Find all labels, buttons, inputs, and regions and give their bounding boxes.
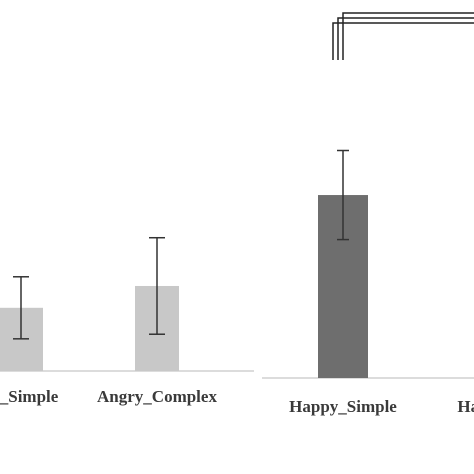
significance-bracket-line xyxy=(332,22,474,60)
significance-bracket-line xyxy=(337,17,474,60)
x-tick-label-happy-simple: Happy_Simple xyxy=(289,397,397,416)
happy-chart-panel: Happy_Simple Happy xyxy=(262,12,474,416)
x-tick-label-angry-complex: Angry_Complex xyxy=(97,387,217,406)
x-tick-label-happy-complex: Happy xyxy=(457,397,474,416)
x-tick-label-angry-simple: ry_Simple xyxy=(0,387,59,406)
significance-bracket-line xyxy=(342,12,474,60)
angry-chart-panel: ry_Simple Angry_Complex xyxy=(0,236,254,406)
